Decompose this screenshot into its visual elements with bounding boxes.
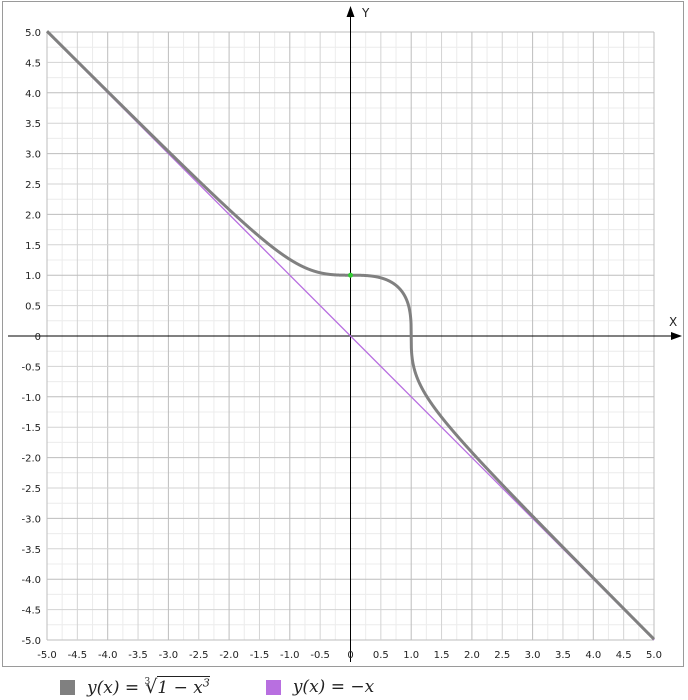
x-tick-label: 4.5 <box>616 650 632 661</box>
y-tick-label: -4.0 <box>21 575 41 586</box>
legend-formula-neg-x: y(x) = −x <box>292 677 375 697</box>
legend-item-cube-root: y(x) = 3√1 − x3 <box>60 676 210 698</box>
x-tick-label: -3.5 <box>128 650 148 661</box>
x-tick-label: 0.5 <box>373 650 389 661</box>
x-tick-label: -3.0 <box>159 650 179 661</box>
radical-index: 3 <box>144 677 151 687</box>
y-tick-label: 2.5 <box>25 180 41 191</box>
x-tick-label: -2.5 <box>189 650 209 661</box>
radicand: 1 − x3 <box>157 676 210 698</box>
x-tick-label: 3.0 <box>525 650 541 661</box>
x-tick-label: -5.0 <box>37 650 57 661</box>
cube-root-radical: 3√1 − x3 <box>145 676 210 698</box>
y-tick-label: -4.5 <box>21 606 41 617</box>
x-tick-label: -1.5 <box>250 650 270 661</box>
y-tick-label: -3.5 <box>21 545 41 556</box>
x-tick-label: -2.0 <box>219 650 239 661</box>
x-tick-label: 3.5 <box>555 650 571 661</box>
y-tick-label: 3.0 <box>25 150 41 161</box>
x-tick-label: 0 <box>347 650 353 661</box>
legend: y(x) = 3√1 − x3 y(x) = −x <box>60 676 430 698</box>
y-tick-labels: 5.0 4.5 4.0 3.5 3.0 2.5 2.0 1.5 1.0 0.5 0 -0.5 -1.0 -… <box>21 28 41 647</box>
y-tick-label: 4.0 <box>25 89 41 100</box>
y-tick-label: 0 <box>35 332 41 343</box>
x-tick-label: 1.0 <box>403 650 419 661</box>
x-tick-label: -4.5 <box>68 650 88 661</box>
formula-prefix: y(x) = <box>87 678 145 698</box>
y-tick-label: -2.5 <box>21 484 41 495</box>
x-tick-label: -4.0 <box>98 650 118 661</box>
y-tick-label: 3.5 <box>25 119 41 130</box>
y-tick-label: -0.5 <box>21 362 41 373</box>
x-axis-label: X <box>669 315 677 329</box>
y-tick-label: -5.0 <box>21 636 41 647</box>
x-tick-label: -1.0 <box>280 650 300 661</box>
legend-formula-cube-root: y(x) = 3√1 − x3 <box>87 676 210 698</box>
legend-swatch-gray <box>60 679 75 695</box>
y-axis-arrow-icon <box>346 6 355 17</box>
points-layer <box>348 272 353 278</box>
x-tick-label: 2.0 <box>464 650 480 661</box>
y-tick-label: 5.0 <box>25 28 41 39</box>
legend-item-neg-x: y(x) = −x <box>265 677 375 697</box>
y-tick-label: 1.0 <box>25 271 41 282</box>
radicand-text: 1 − x <box>157 678 203 698</box>
y-tick-label: 2.0 <box>25 210 41 221</box>
function-plot: -5.0 -4.5 -4.0 -3.5 -3.0 -2.5 -2.0 -1.5 -1.0 -0.5… <box>8 6 682 662</box>
x-tick-label: 4.0 <box>585 650 601 661</box>
y-tick-label: -1.0 <box>21 393 41 404</box>
radicand-exponent: 3 <box>202 676 210 690</box>
y-tick-label: -2.0 <box>21 454 41 465</box>
y-tick-label: 1.5 <box>25 241 41 252</box>
y-axis-label: Y <box>361 6 370 20</box>
y-tick-label: -3.0 <box>21 514 41 525</box>
x-tick-labels: -5.0 -4.5 -4.0 -3.5 -3.0 -2.5 -2.0 -1.5 -1.0 -0.5… <box>37 650 662 661</box>
x-axis-arrow-icon <box>671 332 682 340</box>
legend-swatch-purple <box>265 679 281 695</box>
x-tick-label: 1.5 <box>434 650 450 661</box>
x-tick-label: -0.5 <box>310 650 330 661</box>
y-tick-label: 0.5 <box>25 302 41 313</box>
y-intercept-point <box>348 272 353 278</box>
axes <box>8 6 682 662</box>
y-tick-label: -1.5 <box>21 423 41 434</box>
radical-sign-icon: √ <box>145 676 158 698</box>
x-tick-label: 2.5 <box>494 650 510 661</box>
y-tick-label: 4.5 <box>25 58 41 69</box>
x-tick-label: 5.0 <box>646 650 662 661</box>
